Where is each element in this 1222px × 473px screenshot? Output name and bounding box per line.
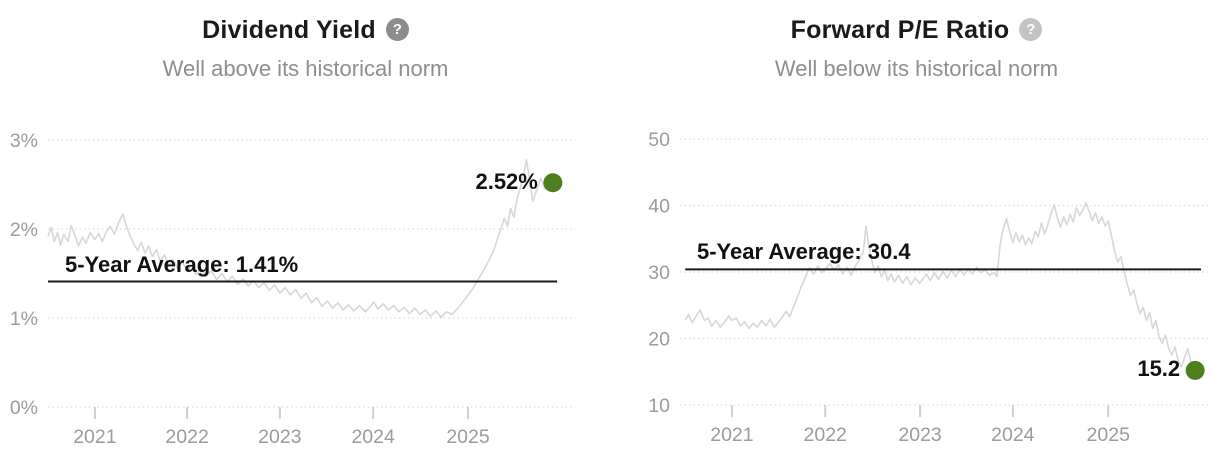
x-axis-tick-label: 2022: [804, 424, 847, 446]
chart-subtitle: Well above its historical norm: [162, 56, 449, 81]
average-label: 5-Year Average: 30.4: [697, 239, 911, 265]
current-value-label: 15.2: [1137, 356, 1181, 382]
help-icon[interactable]: ?: [385, 18, 409, 41]
current-value-dot: [543, 173, 563, 193]
y-axis-tick-label: 30: [648, 262, 670, 284]
chart-title: Forward P/E Ratio: [790, 16, 1010, 44]
average-label: 5-Year Average: 1.41%: [65, 251, 299, 277]
x-axis-tick-label: 2023: [898, 424, 941, 446]
x-axis-tick-label: 2021: [73, 426, 116, 448]
series-line: [684, 202, 1196, 371]
x-axis-tick-label: 2025: [1087, 424, 1131, 446]
chart-title: Dividend Yield: [202, 16, 376, 44]
y-axis-tick-label: 0%: [10, 397, 38, 419]
y-axis-tick-label: 2%: [10, 219, 38, 241]
y-axis-tick-label: 20: [648, 329, 670, 351]
chart-subtitle: Well below its historical norm: [774, 56, 1059, 81]
x-axis-tick-label: 2022: [165, 426, 208, 448]
forward-pe-chart: Forward P/E Ratio ? Well below its histo…: [611, 0, 1222, 473]
y-axis-tick-label: 40: [648, 196, 670, 218]
current-value-label: 2.52%: [475, 168, 538, 194]
help-icon[interactable]: ?: [1019, 18, 1043, 41]
current-value-dot: [1185, 360, 1205, 380]
x-axis-tick-label: 2023: [258, 426, 301, 448]
chart-header: Forward P/E Ratio ?: [611, 0, 1222, 45]
x-axis-tick-label: 2025: [446, 426, 490, 448]
y-axis-tick-label: 50: [648, 129, 670, 151]
y-axis-tick-label: 3%: [10, 130, 38, 152]
y-axis-tick-label: 10: [648, 395, 670, 417]
y-axis-tick-label: 1%: [10, 308, 38, 330]
dividend-yield-chart: Dividend Yield ? Well above its historic…: [0, 0, 611, 448]
x-axis-tick-label: 2021: [710, 424, 753, 446]
chart-header: Dividend Yield ?: [0, 0, 611, 45]
x-axis-tick-label: 2024: [351, 426, 395, 448]
x-axis-tick-label: 2024: [991, 424, 1035, 446]
